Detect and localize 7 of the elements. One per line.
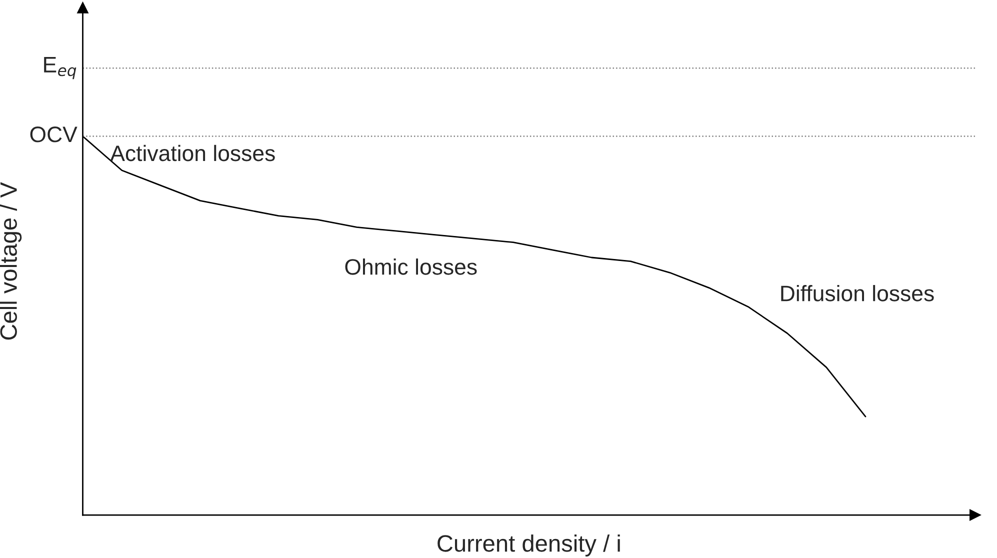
annotation: Activation losses (110, 144, 275, 162)
ref-line-label: E$_{eq}$ (44, 57, 76, 80)
annotation: Ohmic losses (345, 258, 477, 275)
annotation: Diffusion losses (781, 285, 934, 302)
ref-line-label: OCV (30, 126, 78, 142)
y-axis-title: Cell voltage / V (0, 182, 22, 340)
x-axis-title: Current density / i (438, 534, 620, 556)
